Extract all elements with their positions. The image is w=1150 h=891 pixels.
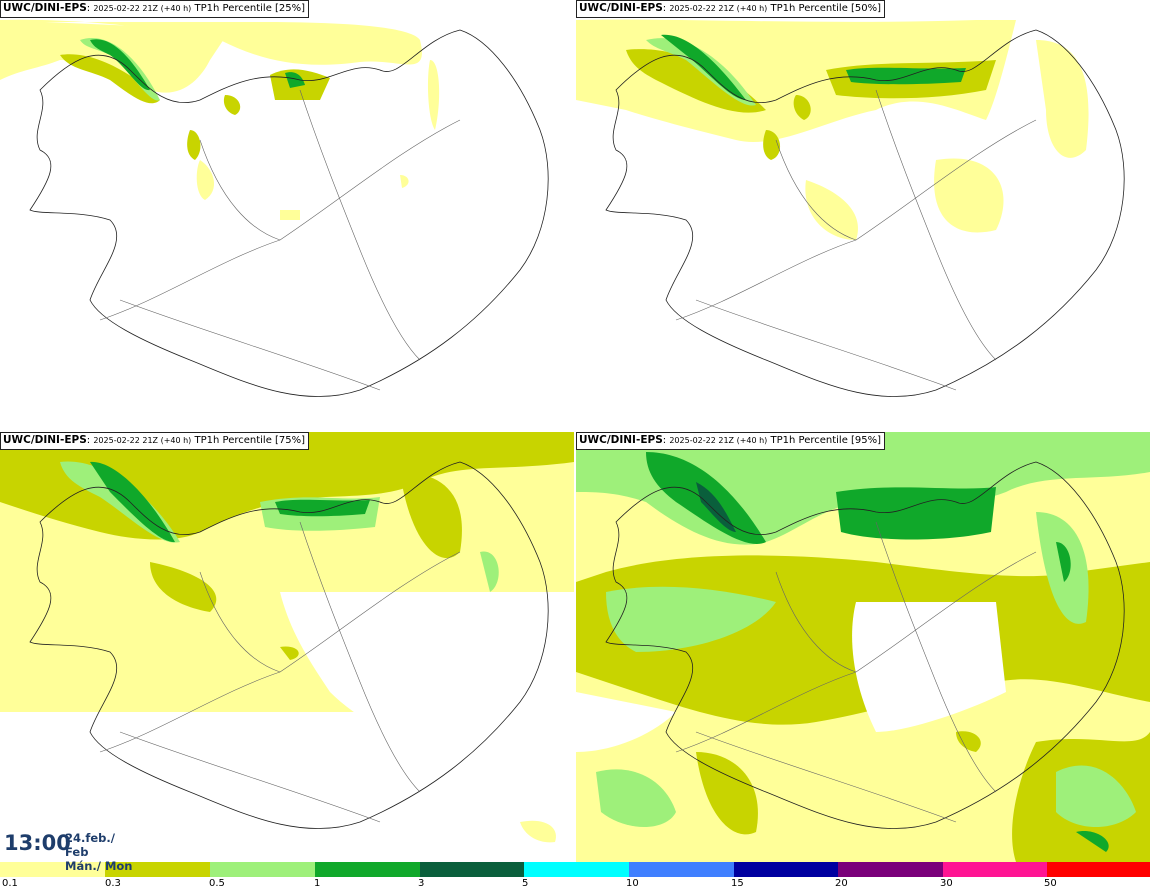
legend-tick: 50 (1044, 878, 1057, 889)
valid-date-line1: 24.feb./ Feb (65, 831, 115, 859)
valid-time-box: 13:00 24.feb./ Feb Mán./ Mon (0, 826, 134, 873)
map-panel-p75: UWC/DINI-EPS: 2025-02-22 21Z (+40 h) TP1… (0, 432, 574, 862)
model-name: UWC/DINI-EPS (3, 2, 87, 14)
roads (675, 521, 1037, 823)
legend-tick: 15 (731, 878, 744, 889)
model-name: UWC/DINI-EPS (579, 2, 663, 14)
precip-field (576, 19, 1089, 240)
precip-field (0, 0, 574, 220)
valid-date: 24.feb./ Feb Mán./ Mon (65, 831, 134, 873)
run-time: 2025-02-22 21Z (+40 h) (93, 4, 192, 13)
precip-map (576, 19, 1125, 397)
legend-tick: 1 (314, 878, 321, 889)
field-name: TP1h Percentile [75%] (194, 435, 306, 446)
panel-title: UWC/DINI-EPS: 2025-02-22 21Z (+40 h) TP1… (0, 0, 310, 18)
legend-tick: 0.5 (209, 878, 225, 889)
field-name: TP1h Percentile [95%] (770, 435, 882, 446)
legend-swatch (838, 862, 943, 877)
field-name: TP1h Percentile [50%] (770, 3, 882, 14)
legend-swatch (420, 862, 524, 877)
precip-map (0, 0, 574, 397)
field-name: TP1h Percentile [25%] (194, 3, 306, 14)
legend-swatch (524, 862, 629, 877)
panel-title: UWC/DINI-EPS: 2025-02-22 21Z (+40 h) TP1… (576, 0, 886, 18)
color-legend: 0.1 0.3 0.5 1 3 5 10 15 20 30 50 (0, 862, 1150, 891)
map-panel-p95: UWC/DINI-EPS: 2025-02-22 21Z (+40 h) TP1… (576, 432, 1150, 862)
legend-swatch (1047, 862, 1150, 877)
legend-tick: 3 (418, 878, 425, 889)
roads (99, 521, 461, 823)
valid-time: 13:00 (4, 831, 71, 855)
model-name: UWC/DINI-EPS (579, 434, 663, 446)
legend-tick: 10 (626, 878, 639, 889)
roads (675, 89, 1037, 391)
legend-tick: 30 (940, 878, 953, 889)
legend-swatch (315, 862, 420, 877)
legend-swatch (0, 862, 105, 877)
legend-swatch (105, 862, 210, 877)
legend-swatch (629, 862, 734, 877)
legend-tick: 20 (835, 878, 848, 889)
panel-title: UWC/DINI-EPS: 2025-02-22 21Z (+40 h) TP1… (0, 432, 310, 450)
coastline (605, 461, 1125, 829)
coastline (29, 461, 549, 829)
run-time: 2025-02-22 21Z (+40 h) (669, 4, 768, 13)
panel-title: UWC/DINI-EPS: 2025-02-22 21Z (+40 h) TP1… (576, 432, 886, 450)
precip-field (0, 432, 574, 862)
map-panel-p50: UWC/DINI-EPS: 2025-02-22 21Z (+40 h) TP1… (576, 0, 1150, 430)
precip-field (576, 432, 1150, 862)
precip-map (576, 432, 1150, 862)
legend-swatch (734, 862, 838, 877)
coastline (29, 29, 549, 397)
run-time: 2025-02-22 21Z (+40 h) (669, 436, 768, 445)
legend-tick: 0.3 (105, 878, 121, 889)
run-time: 2025-02-22 21Z (+40 h) (93, 436, 192, 445)
precip-map (0, 432, 574, 862)
map-panel-p25: UWC/DINI-EPS: 2025-02-22 21Z (+40 h) TP1… (0, 0, 574, 430)
legend-tick: 5 (522, 878, 529, 889)
valid-date-line2: Mán./ Mon (65, 859, 133, 873)
legend-tick: 0.1 (2, 878, 18, 889)
legend-swatch (943, 862, 1047, 877)
model-name: UWC/DINI-EPS (3, 434, 87, 446)
legend-swatch (210, 862, 315, 877)
coastline (605, 29, 1125, 397)
roads (99, 89, 461, 391)
